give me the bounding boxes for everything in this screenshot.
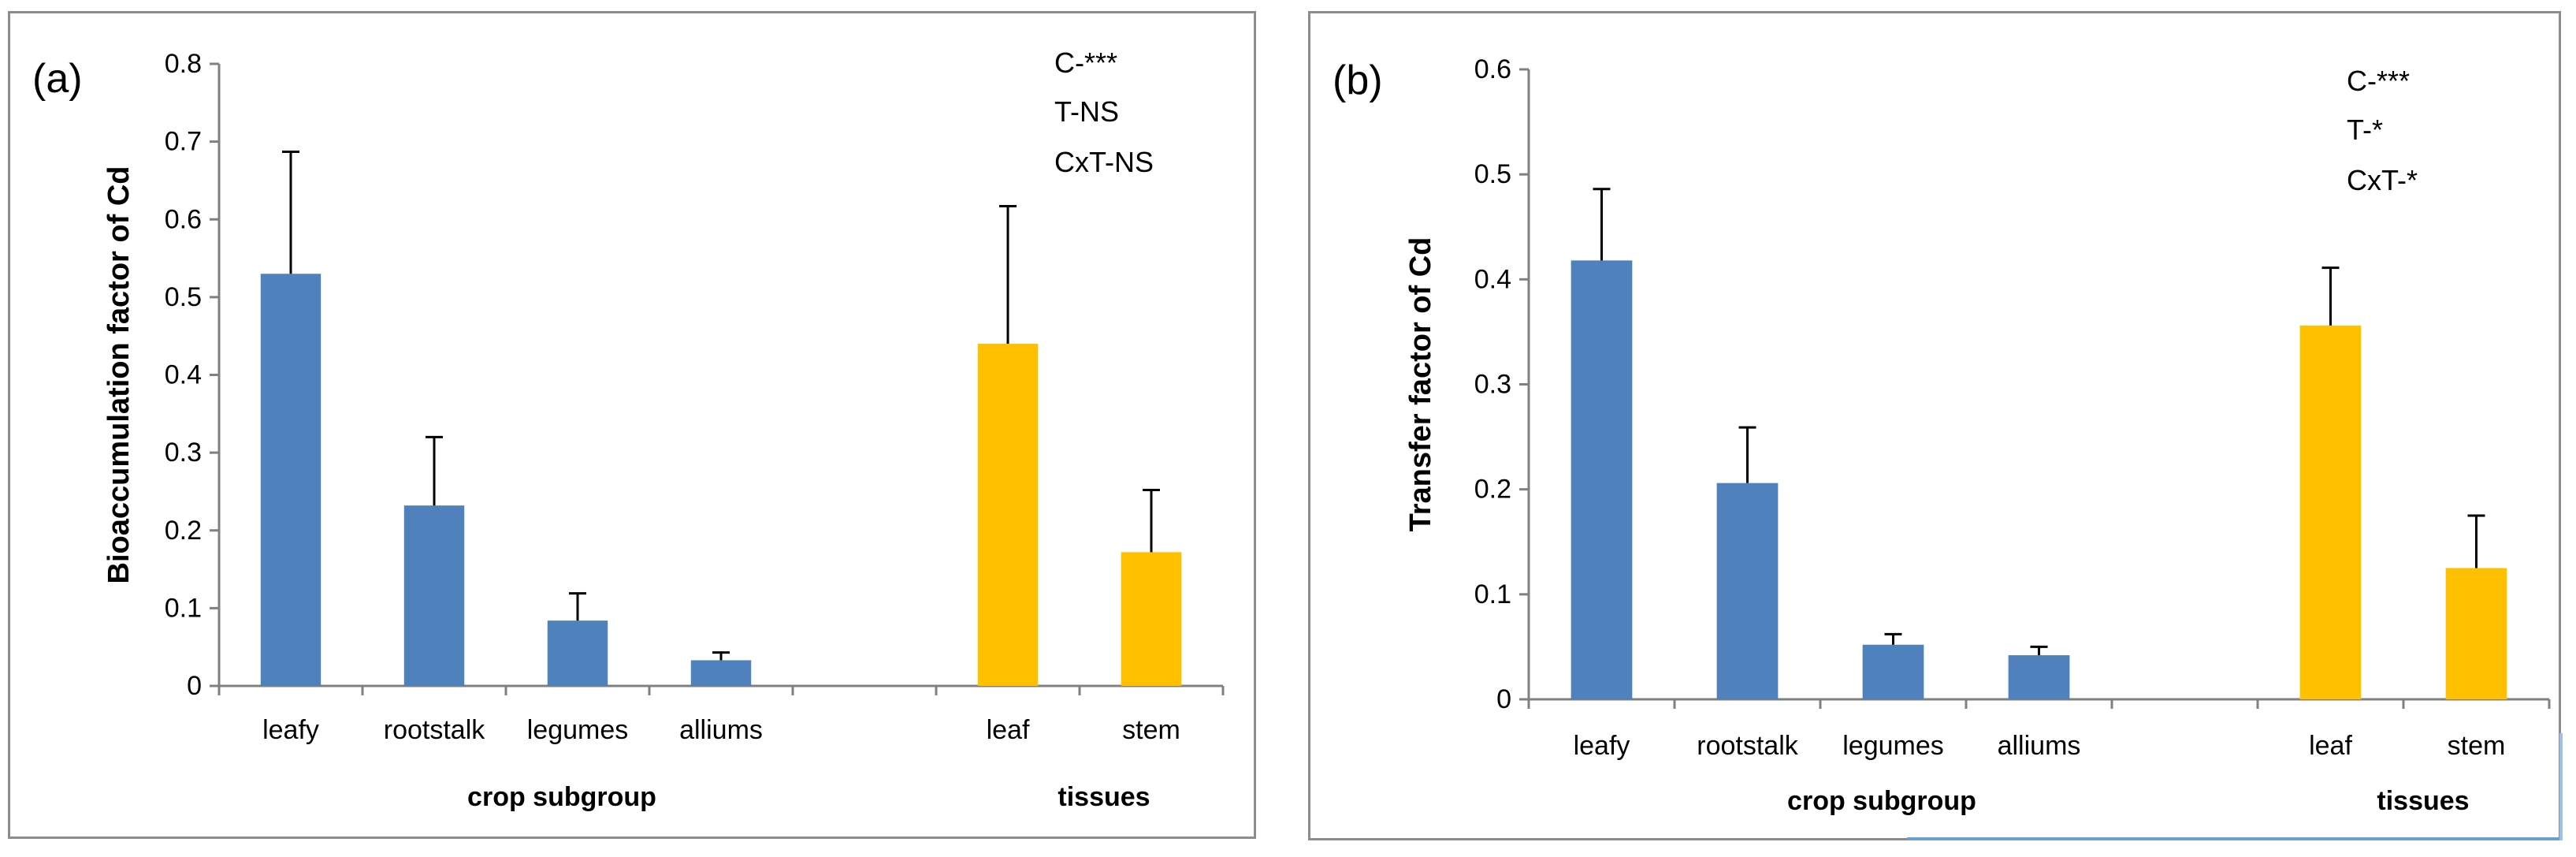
bar-alliums: [690, 660, 752, 686]
category-label-leaf: leaf: [2309, 731, 2352, 761]
bar-leafy: [260, 274, 322, 687]
y-tick-label: 0.5: [165, 282, 202, 312]
chart-panel-a: (a) 0 0.1 0.2 0.3 0.4 0.5 0.6 0.7 0.8 Bioaccumulat…: [8, 11, 1256, 839]
significance-annotation: C-***: [1054, 47, 1117, 79]
y-tick-label: 0.3: [165, 438, 202, 468]
bar-legumes: [1862, 644, 1924, 699]
bar-leaf: [2299, 325, 2362, 699]
category-label-legumes: legumes: [1842, 731, 1944, 761]
category-label-legumes: legumes: [527, 715, 629, 745]
group-label: crop subgroup: [1787, 786, 1976, 816]
category-label-leaf: leaf: [987, 715, 1030, 745]
y-tick-label: 0.4: [1474, 264, 1511, 294]
y-axis-title: Bioaccumulation factor of Cd: [102, 166, 136, 584]
bar-legumes: [547, 620, 608, 686]
significance-annotation: C-***: [2347, 65, 2410, 97]
category-label-rootstalk: rootstalk: [1697, 731, 1798, 761]
y-tick-label: 0.7: [165, 127, 202, 157]
bar-alliums: [2008, 655, 2070, 699]
chart-panel-b: (b) 0 0.1 0.2 0.3 0.4 0.5 0.6 Transfer factor of…: [1308, 11, 2561, 840]
chart-b: (b) 0 0.1 0.2 0.3 0.4 0.5 0.6 Transfer factor of…: [1333, 54, 2551, 816]
y-tick-label: 0.8: [165, 49, 202, 79]
significance-annotation: T-*: [2347, 114, 2383, 146]
significance-annotation: CxT-NS: [1054, 146, 1154, 178]
category-label-leafy: leafy: [262, 715, 319, 745]
panel-label: (b): [1333, 58, 1383, 103]
category-label-stem: stem: [2448, 731, 2506, 761]
category-label-leafy: leafy: [1574, 731, 1630, 761]
bar-leaf: [977, 344, 1039, 686]
y-tick-label: 0.6: [165, 204, 202, 234]
y-tick-label: 0.2: [165, 516, 202, 546]
group-label: crop subgroup: [467, 782, 656, 812]
y-tick-label: 0.6: [1474, 54, 1511, 84]
selection-edge: [1907, 837, 2561, 840]
y-tick-label: 0.1: [1474, 579, 1511, 609]
chart-a: (a) 0 0.1 0.2 0.3 0.4 0.5 0.6 0.7 0.8 Bioaccumulat…: [32, 47, 1225, 812]
y-tick-label: 0: [187, 671, 202, 701]
y-tick-label: 0: [1496, 684, 1511, 714]
significance-annotation: T-NS: [1054, 95, 1119, 128]
group-label: tissues: [2377, 786, 2469, 816]
y-axis-title: Transfer factor of Cd: [1404, 237, 1437, 532]
bar-stem: [1121, 552, 1182, 686]
category-label-alliums: alliums: [679, 715, 763, 745]
y-tick-label: 0.4: [165, 360, 202, 390]
category-label-stem: stem: [1122, 715, 1180, 745]
bar-leafy: [1571, 260, 1633, 699]
category-label-alliums: alliums: [1998, 731, 2081, 761]
y-tick-label: 0.2: [1474, 475, 1511, 505]
bar-rootstalk: [1716, 483, 1779, 699]
bar-stem: [2445, 568, 2507, 699]
significance-annotation: CxT-*: [2347, 164, 2418, 196]
panel-label: (a): [32, 56, 83, 102]
y-tick-label: 0.3: [1474, 370, 1511, 400]
category-label-rootstalk: rootstalk: [384, 715, 485, 745]
group-label: tissues: [1058, 782, 1150, 812]
selection-edge-right: [2559, 733, 2563, 840]
y-tick-label: 0.5: [1474, 159, 1511, 189]
bar-rootstalk: [403, 505, 465, 686]
y-tick-label: 0.1: [165, 593, 202, 623]
